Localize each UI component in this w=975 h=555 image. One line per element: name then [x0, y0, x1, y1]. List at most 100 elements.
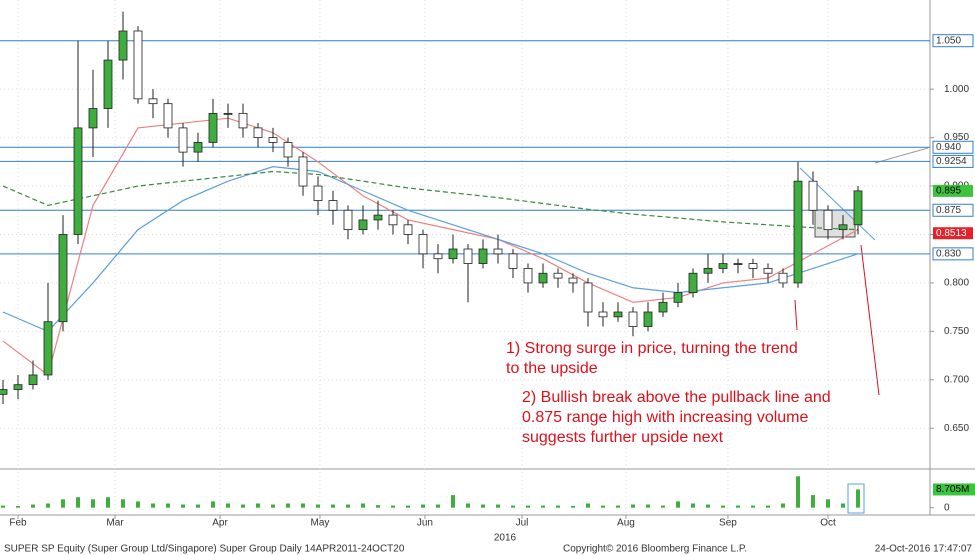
level-label: 0.940 [936, 142, 961, 153]
projection-arrow [874, 147, 929, 164]
volume-bar [511, 505, 515, 508]
candle-body [778, 272, 788, 284]
candle-body [43, 321, 53, 376]
candle-body [433, 253, 443, 260]
volume-bar [226, 503, 230, 508]
x-tick-label: Jul [516, 518, 529, 529]
price-box [933, 227, 973, 240]
candle-body [343, 209, 353, 231]
candle-body [403, 224, 413, 235]
footer-left: SUPER SP Equity (Super Group Ltd/Singapo… [4, 544, 405, 555]
candle-body [658, 301, 668, 313]
volume-bar [616, 505, 620, 508]
annotation: to the upside [506, 360, 598, 377]
volume-bar [121, 499, 125, 508]
level-box [932, 34, 974, 48]
volume-bar [436, 504, 440, 508]
x-tick-label: Oct [820, 518, 836, 529]
annotation: 1) Strong surge in price, turning the tr… [506, 340, 798, 357]
candle-body [838, 224, 848, 231]
x-tick-label: Sep [719, 518, 737, 529]
volume-bar [46, 503, 50, 508]
annotation: suggests further upside next [522, 429, 724, 446]
candle-body [763, 267, 773, 274]
volume-bar [196, 504, 200, 508]
volume-bar [556, 505, 560, 508]
level-box [932, 247, 974, 261]
candle-body [808, 180, 818, 211]
candle-body [448, 248, 458, 260]
level-label: 0.875 [936, 205, 961, 216]
y-tick-label: 0.700 [944, 374, 969, 385]
candle-body [673, 292, 683, 303]
volume-bar [811, 495, 815, 508]
volume-bar [181, 504, 185, 508]
candle-body [508, 253, 518, 269]
volume-bar [331, 504, 335, 508]
candle-body [568, 277, 578, 284]
volume-bar [106, 497, 110, 508]
volume-bar [136, 501, 140, 508]
moving-average [2, 170, 859, 231]
candle-body [553, 272, 563, 279]
candle-body [298, 156, 308, 187]
volume-bar [286, 503, 290, 508]
x-tick-label: Aug [617, 518, 635, 529]
volume-bar [751, 505, 755, 508]
volume-bar [316, 504, 320, 508]
y-tick-label: 1.000 [944, 84, 969, 95]
candle-body [358, 219, 368, 231]
candle-body [493, 248, 503, 255]
y-tick-label: 0.800 [944, 278, 969, 289]
volume-bar [496, 504, 500, 508]
candle-body [793, 180, 803, 284]
candle-body [418, 234, 428, 255]
candle-body [523, 267, 533, 284]
volume-bar [301, 503, 305, 508]
candle-body [613, 311, 623, 318]
candle-body [688, 272, 698, 294]
footer-center: Copyright© 2016 Bloomberg Finance L.P. [563, 544, 747, 555]
volume-bar [211, 501, 215, 508]
candle-body [643, 311, 653, 327]
volume-bar [601, 505, 605, 508]
volume-bar [691, 503, 695, 508]
candle-body [103, 59, 113, 109]
candle-body [388, 214, 398, 226]
candle-body [73, 127, 83, 235]
volume-bar [766, 505, 770, 508]
volume-bar [661, 505, 665, 508]
candle-body [598, 311, 608, 318]
candle-body [823, 209, 833, 231]
candle-body [133, 30, 143, 100]
candle-body [88, 108, 98, 129]
price-label: 0.895 [936, 186, 961, 197]
consolidation-box [814, 209, 856, 238]
volume-last-label: 8.705M [936, 484, 969, 495]
level-label: 0.9254 [936, 156, 967, 167]
candle-body [118, 30, 128, 61]
volume-bar [466, 503, 470, 508]
x-tick-label: May [310, 518, 329, 529]
volume-bar [736, 505, 740, 508]
volume-bar [256, 503, 260, 508]
candle-body [328, 200, 338, 211]
y-tick-label: 0.750 [944, 326, 969, 337]
annotation: 2) Bullish break above the pullback line… [522, 389, 831, 406]
volume-bar [826, 499, 830, 508]
candle-body [313, 185, 323, 201]
candle-body [703, 267, 713, 274]
level-label: 1.050 [936, 35, 961, 46]
candle-body [238, 112, 248, 129]
volume-bar [586, 503, 590, 508]
volume-bar [631, 504, 635, 508]
candle-body [163, 103, 173, 129]
x-tick-label: Mar [106, 518, 124, 529]
volume-bar [31, 504, 35, 508]
volume-bar [646, 504, 650, 508]
volume-bar [721, 505, 725, 508]
volume-bar [796, 476, 800, 508]
volume-bar [526, 505, 530, 508]
volume-bar [16, 506, 20, 508]
